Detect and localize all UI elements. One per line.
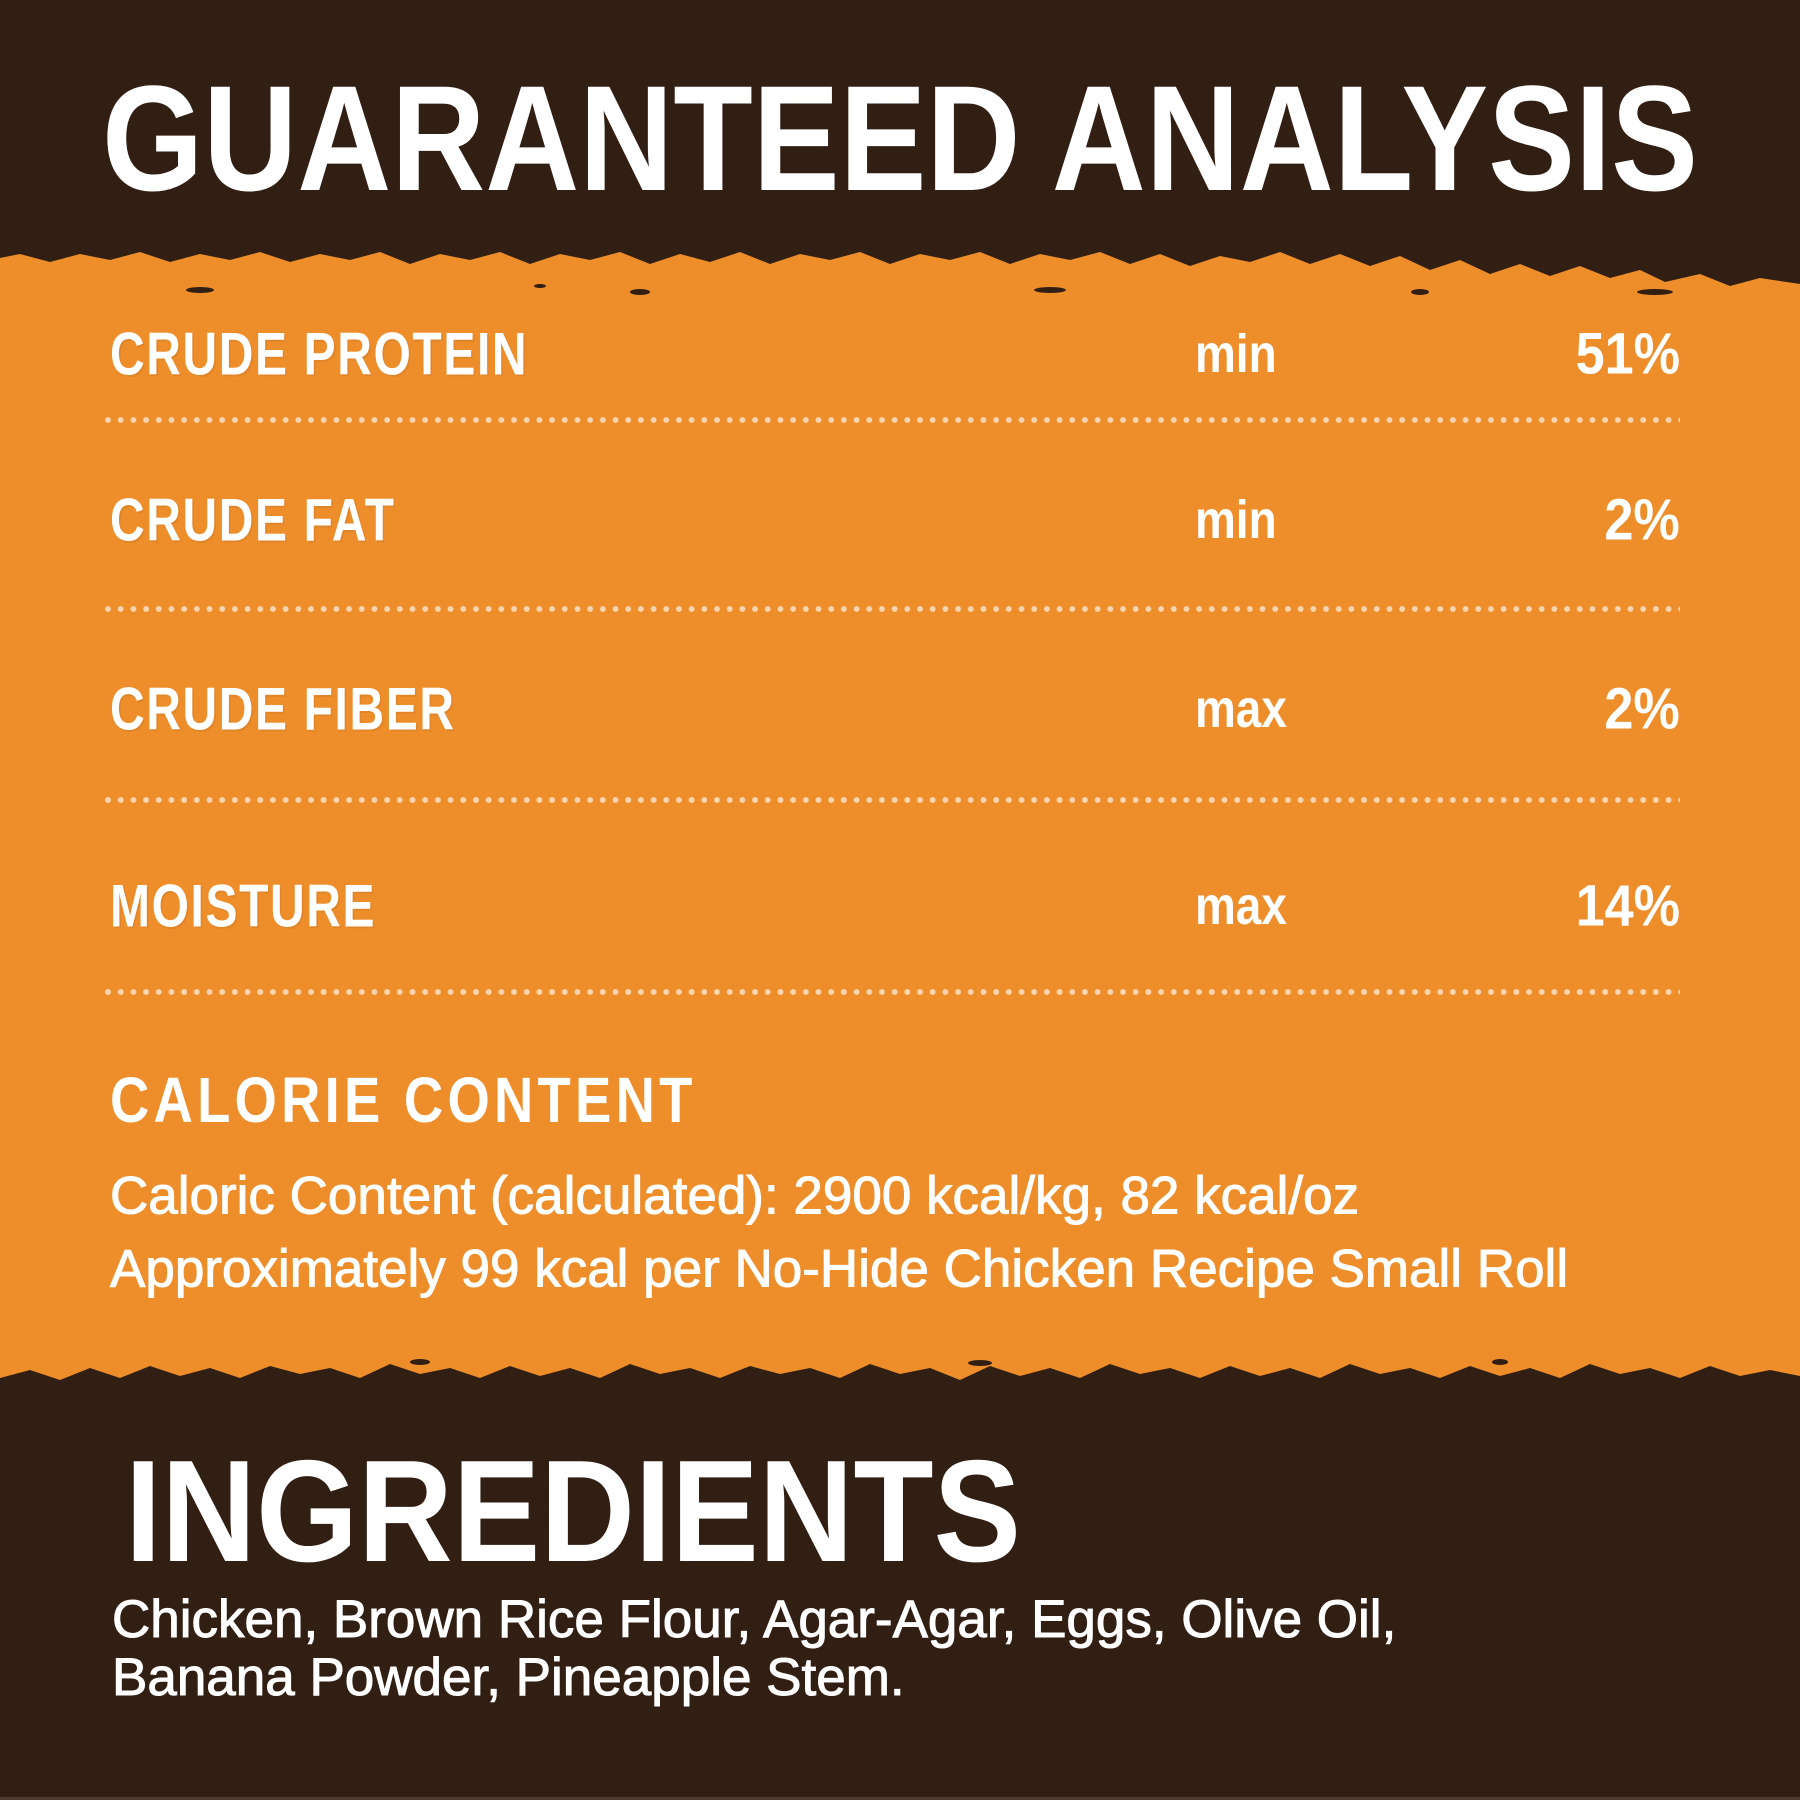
header-band — [0, 0, 1800, 241]
row-label-moisture: MOISTURE — [110, 872, 377, 940]
row-qualifier-crude-protein: min — [1195, 324, 1277, 384]
ingredients-heading-svg: INGREDIENTS — [125, 1430, 1021, 1592]
dotted-separator-4 — [105, 988, 1680, 996]
row-qualifier-moisture: max — [1195, 876, 1287, 936]
ingredients-text: Chicken, Brown Rice Flour, Agar-Agar, Eg… — [112, 1590, 1397, 1707]
row-qualifier-crude-fat: min — [1195, 490, 1277, 550]
guaranteed-analysis-title: GUARANTEED ANALYSIS — [102, 54, 1698, 222]
row-value-crude-protein: 51% — [1575, 321, 1680, 387]
guaranteed-analysis-title-svg: GUARANTEED ANALYSIS — [102, 54, 1698, 222]
row-value-crude-fat: 2% — [1604, 487, 1680, 553]
row-label-crude-fat: CRUDE FAT — [110, 486, 396, 554]
dotted-separator-1 — [105, 416, 1680, 424]
dotted-separator-3 — [105, 796, 1680, 804]
caloric-content-line-2: Approximately 99 kcal per No-Hide Chicke… — [109, 1239, 1569, 1299]
calorie-content-heading: CALORIE CONTENT — [110, 1064, 697, 1136]
dotted-separator-2 — [105, 605, 1680, 613]
row-value-crude-fiber: 2% — [1604, 676, 1680, 742]
torn-edge-bottom — [0, 1359, 1800, 1404]
footer-band — [0, 1403, 1800, 1800]
row-label-crude-fiber: CRUDE FIBER — [110, 675, 456, 743]
torn-edge-top — [0, 240, 1800, 295]
bottom-edge-line — [0, 1797, 1800, 1800]
row-label-crude-protein: CRUDE PROTEIN — [110, 320, 529, 388]
caloric-content-line-1: Caloric Content (calculated): 2900 kcal/… — [109, 1166, 1360, 1226]
row-value-moisture: 14% — [1575, 873, 1680, 939]
analysis-panel — [0, 241, 1800, 1403]
ingredients-heading: INGREDIENTS — [125, 1430, 1021, 1592]
row-qualifier-crude-fiber: max — [1195, 679, 1287, 739]
